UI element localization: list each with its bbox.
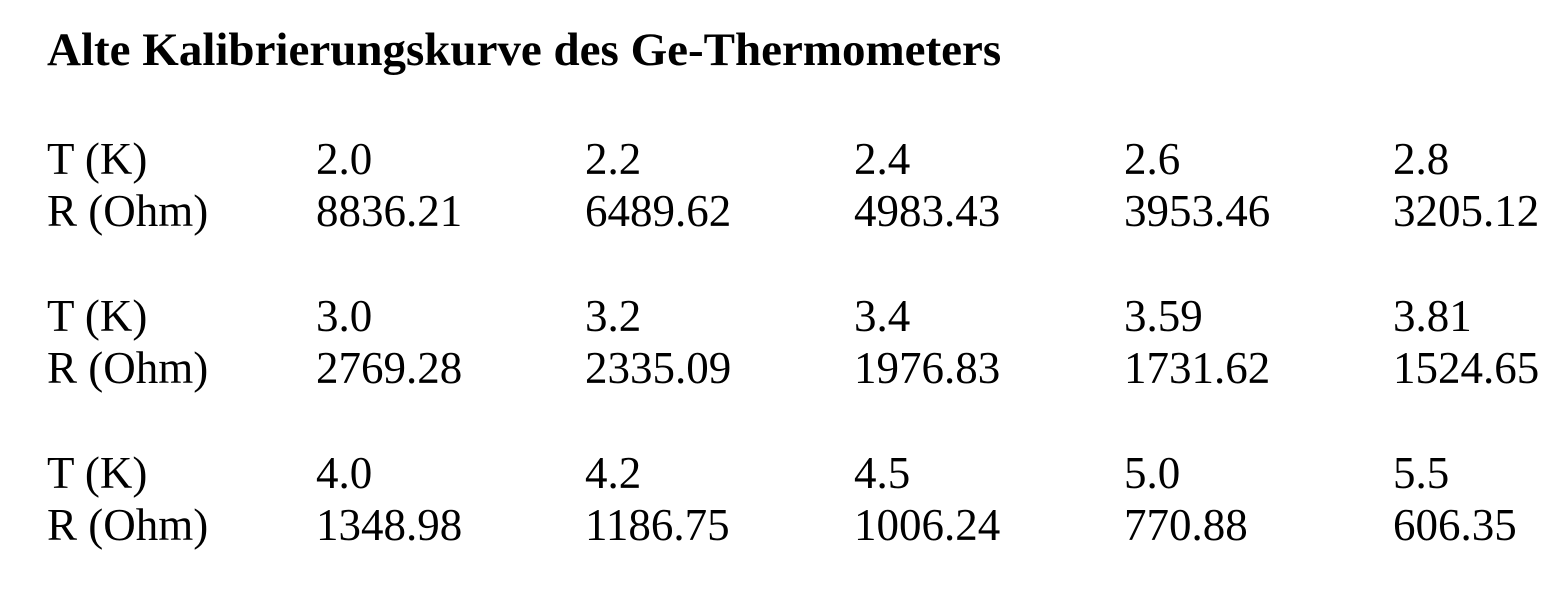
temperature-value: 3.0	[316, 291, 373, 341]
page-title: Alte Kalibrierungskurve des Ge-Thermomet…	[47, 24, 1002, 76]
temperature-value: 4.0	[316, 448, 373, 498]
resistance-value: 3205.12	[1393, 186, 1540, 236]
calibration-block-1: T (K) 2.0 2.2 2.4 2.6 2.8 R (Ohm) 8836.2…	[47, 133, 1557, 237]
temperature-value: 4.2	[585, 448, 642, 498]
resistance-label: R (Ohm)	[47, 343, 209, 393]
resistance-value: 3953.46	[1124, 186, 1271, 236]
resistance-value: 1348.98	[316, 500, 463, 550]
temperature-value: 2.8	[1393, 134, 1450, 184]
resistance-label: R (Ohm)	[47, 500, 209, 550]
resistance-value: 4983.43	[854, 186, 1001, 236]
temperature-label: T (K)	[47, 134, 148, 184]
temperature-value: 3.59	[1124, 291, 1203, 341]
temperature-value: 3.81	[1393, 291, 1472, 341]
resistance-row: R (Ohm) 1348.98 1186.75 1006.24 770.88 6…	[47, 499, 1557, 551]
temperature-value: 2.0	[316, 134, 373, 184]
resistance-value: 770.88	[1124, 500, 1248, 550]
resistance-label: R (Ohm)	[47, 186, 209, 236]
temperature-value: 4.5	[854, 448, 911, 498]
resistance-row: R (Ohm) 8836.21 6489.62 4983.43 3953.46 …	[47, 185, 1557, 237]
temperature-row: T (K) 2.0 2.2 2.4 2.6 2.8	[47, 133, 1557, 185]
temperature-value: 3.2	[585, 291, 642, 341]
temperature-value: 3.4	[854, 291, 911, 341]
temperature-value: 2.2	[585, 134, 642, 184]
resistance-value: 8836.21	[316, 186, 463, 236]
temperature-label: T (K)	[47, 448, 148, 498]
calibration-block-3: T (K) 4.0 4.2 4.5 5.0 5.5 R (Ohm) 1348.9…	[47, 447, 1557, 551]
temperature-value: 5.5	[1393, 448, 1450, 498]
resistance-row: R (Ohm) 2769.28 2335.09 1976.83 1731.62 …	[47, 342, 1557, 394]
temperature-value: 5.0	[1124, 448, 1181, 498]
resistance-value: 1524.65	[1393, 343, 1540, 393]
resistance-value: 1186.75	[585, 500, 730, 550]
resistance-value: 1006.24	[854, 500, 1001, 550]
temperature-row: T (K) 3.0 3.2 3.4 3.59 3.81	[47, 290, 1557, 342]
resistance-value: 1976.83	[854, 343, 1001, 393]
temperature-value: 2.4	[854, 134, 911, 184]
resistance-value: 2769.28	[316, 343, 463, 393]
calibration-block-2: T (K) 3.0 3.2 3.4 3.59 3.81 R (Ohm) 2769…	[47, 290, 1557, 394]
temperature-row: T (K) 4.0 4.2 4.5 5.0 5.5	[47, 447, 1557, 499]
resistance-value: 606.35	[1393, 500, 1517, 550]
temperature-label: T (K)	[47, 291, 148, 341]
temperature-value: 2.6	[1124, 134, 1181, 184]
resistance-value: 1731.62	[1124, 343, 1271, 393]
resistance-value: 2335.09	[585, 343, 732, 393]
resistance-value: 6489.62	[585, 186, 732, 236]
